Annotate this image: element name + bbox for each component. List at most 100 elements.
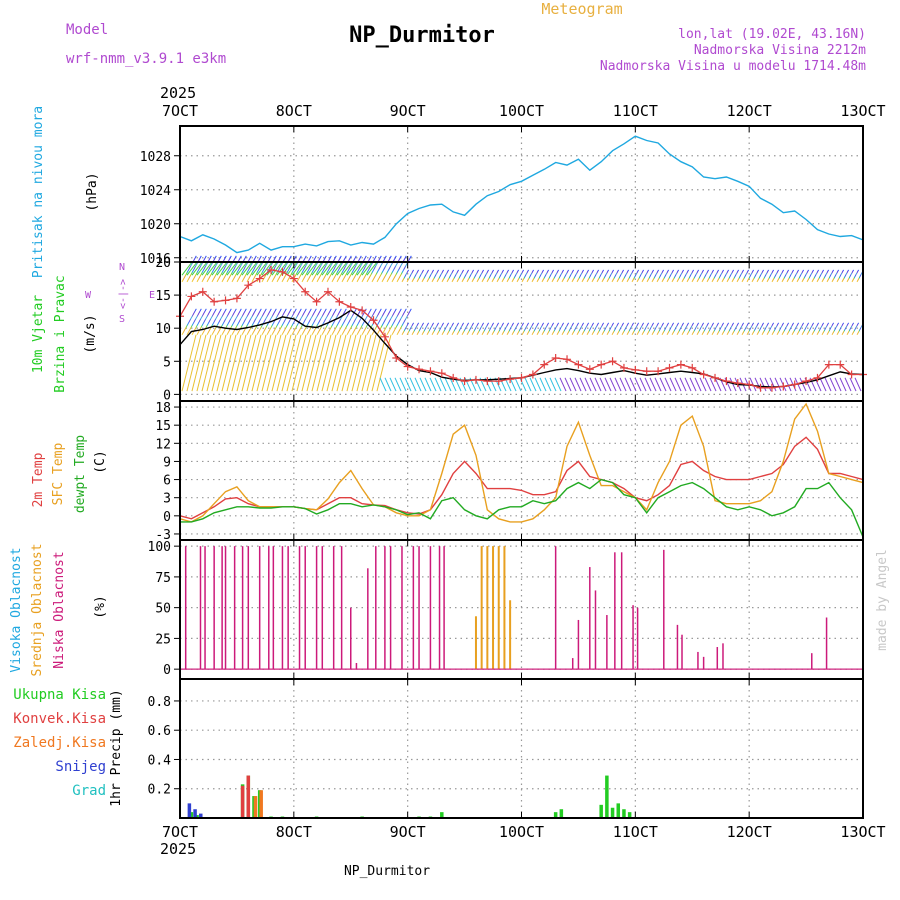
wind-barb — [796, 269, 805, 283]
gust-marker — [415, 365, 424, 374]
wind-barb — [416, 322, 425, 336]
wind-barb — [584, 377, 592, 392]
wind-barb — [526, 269, 535, 283]
wind-barb — [221, 308, 237, 336]
wind-barb — [404, 377, 412, 392]
wind-barb — [596, 269, 605, 283]
wind-barb — [366, 255, 382, 283]
wind-barb — [709, 377, 717, 392]
wind-barb — [616, 322, 625, 336]
wind-barb — [619, 377, 627, 392]
precip-bar — [195, 815, 199, 818]
top-year-label: 2025 — [160, 84, 196, 102]
wind-barb — [839, 377, 847, 392]
wind-barb — [409, 377, 417, 392]
y-tick-label: 0 — [163, 388, 171, 403]
bottom-x-tick-label: 11OCT — [613, 823, 658, 841]
gust-marker — [802, 377, 811, 386]
wind-barb — [266, 261, 278, 276]
wind-barb — [371, 255, 387, 283]
y-tick-label: 3 — [163, 492, 171, 507]
compass-s: S — [119, 314, 125, 325]
wind-barb — [186, 261, 198, 276]
wind-barb — [271, 261, 283, 276]
wind-barb — [381, 255, 397, 283]
wind-barb — [396, 308, 412, 336]
gust-marker — [779, 382, 788, 391]
wind-barb — [659, 377, 667, 392]
wind-barb — [376, 255, 392, 283]
wind-barb — [391, 255, 407, 283]
wind-barb — [386, 308, 402, 336]
wind-barb — [591, 322, 600, 336]
wind-barb — [251, 334, 267, 392]
top-x-tick-labels: 7OCT 8OCT 9OCT 10OCT 11OCT 12OCT 13OCT — [162, 102, 886, 120]
wind-barb — [246, 308, 262, 336]
precip-bar — [610, 807, 615, 818]
wind-barb — [461, 322, 470, 336]
gust-marker — [210, 297, 219, 306]
wind-barb — [296, 308, 312, 336]
wind-barb — [361, 261, 373, 276]
wind-barb — [216, 334, 232, 392]
wind-barb — [816, 269, 825, 283]
wind-barb — [394, 377, 402, 392]
y-tick-label: 6 — [163, 474, 171, 489]
wind-barb — [571, 322, 580, 336]
wind-barb — [461, 269, 470, 283]
compass-w: W — [85, 290, 92, 301]
top-x-tick-label: 9OCT — [390, 102, 426, 120]
precip-legend: Ukupna Kisa Konvek.Kisa Zaledj.Kisa Snijeg G… — [13, 687, 106, 799]
wind-barb — [256, 261, 268, 276]
gust-marker — [312, 297, 321, 306]
wind-barb — [521, 322, 530, 336]
gust-marker — [642, 367, 651, 376]
cloud-unit: (%) — [93, 595, 108, 618]
wind-barb — [456, 322, 465, 336]
cloud-label-low: Niska Oblacnost — [52, 551, 67, 668]
precip-ylabel: 1hr Precip (mm) — [109, 689, 124, 806]
bottom-x-tick-labels: 7OCT 8OCT 9OCT 10OCT 11OCT 12OCT 13OCT — [162, 823, 886, 841]
top-x-tick-label: 10OCT — [499, 102, 544, 120]
wind-barb — [211, 334, 227, 392]
wind-barb — [286, 261, 298, 276]
wind-barb — [746, 269, 755, 283]
wind-barb — [541, 322, 550, 336]
wind-barb — [624, 377, 632, 392]
precip-legend-item: Ukupna Kisa — [13, 687, 106, 703]
wind-barb — [331, 255, 347, 283]
wind-barb — [529, 377, 537, 392]
precip-legend-item: Konvek.Kisa — [13, 711, 106, 727]
wind-barb — [651, 322, 660, 336]
wind-barb — [326, 261, 338, 276]
wind-barb — [501, 322, 510, 336]
wind-barb — [774, 377, 782, 392]
wind-barb — [431, 269, 440, 283]
wind-barb — [571, 269, 580, 283]
precip-bar — [193, 809, 197, 818]
gust-marker — [323, 287, 332, 296]
wind-barb-row — [180, 308, 865, 336]
wind-barb — [546, 269, 555, 283]
wind-barb — [231, 334, 247, 392]
wind-barb — [821, 322, 830, 336]
gust-marker — [767, 383, 776, 392]
wind-barb — [439, 377, 447, 392]
wind-barb — [366, 334, 382, 392]
wind-barb — [321, 255, 337, 283]
bottom-year-label: 2025 — [160, 840, 196, 858]
wind-barb — [841, 322, 850, 336]
wind-barb — [246, 261, 258, 276]
y-tick-label: 10 — [155, 322, 171, 337]
wind-barb — [831, 269, 840, 283]
wind-barb — [611, 269, 620, 283]
wind-barb — [421, 269, 430, 283]
wind-barb — [729, 377, 737, 392]
wind-barb — [851, 322, 860, 336]
wind-barb — [524, 377, 532, 392]
wind-barb — [216, 308, 232, 336]
elevation-info: Nadmorska Visina 2212m — [694, 43, 866, 58]
wind-barb — [356, 255, 372, 283]
wind-barb — [251, 255, 267, 283]
wind-barb — [236, 308, 252, 336]
